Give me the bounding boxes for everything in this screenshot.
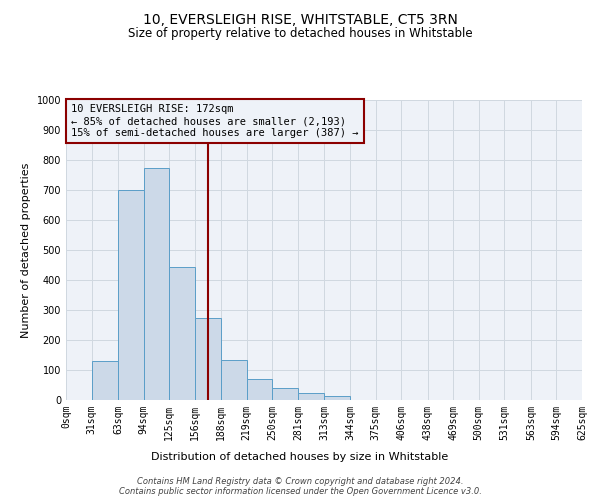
Text: Contains public sector information licensed under the Open Government Licence v3: Contains public sector information licen… <box>119 486 481 496</box>
Bar <box>143 168 169 400</box>
Y-axis label: Number of detached properties: Number of detached properties <box>21 162 31 338</box>
Text: Size of property relative to detached houses in Whitstable: Size of property relative to detached ho… <box>128 28 472 40</box>
Text: Contains HM Land Registry data © Crown copyright and database right 2024.: Contains HM Land Registry data © Crown c… <box>137 476 463 486</box>
Text: Distribution of detached houses by size in Whitstable: Distribution of detached houses by size … <box>151 452 449 462</box>
Bar <box>272 388 298 400</box>
Bar <box>298 394 325 400</box>
Bar <box>118 190 143 400</box>
Text: 10, EVERSLEIGH RISE, WHITSTABLE, CT5 3RN: 10, EVERSLEIGH RISE, WHITSTABLE, CT5 3RN <box>143 12 457 26</box>
Bar <box>195 318 221 400</box>
Bar <box>247 379 272 400</box>
Bar <box>221 360 247 400</box>
Bar <box>169 266 195 400</box>
Bar <box>325 396 350 400</box>
Bar <box>92 361 118 400</box>
Text: 10 EVERSLEIGH RISE: 172sqm
← 85% of detached houses are smaller (2,193)
15% of s: 10 EVERSLEIGH RISE: 172sqm ← 85% of deta… <box>71 104 359 138</box>
